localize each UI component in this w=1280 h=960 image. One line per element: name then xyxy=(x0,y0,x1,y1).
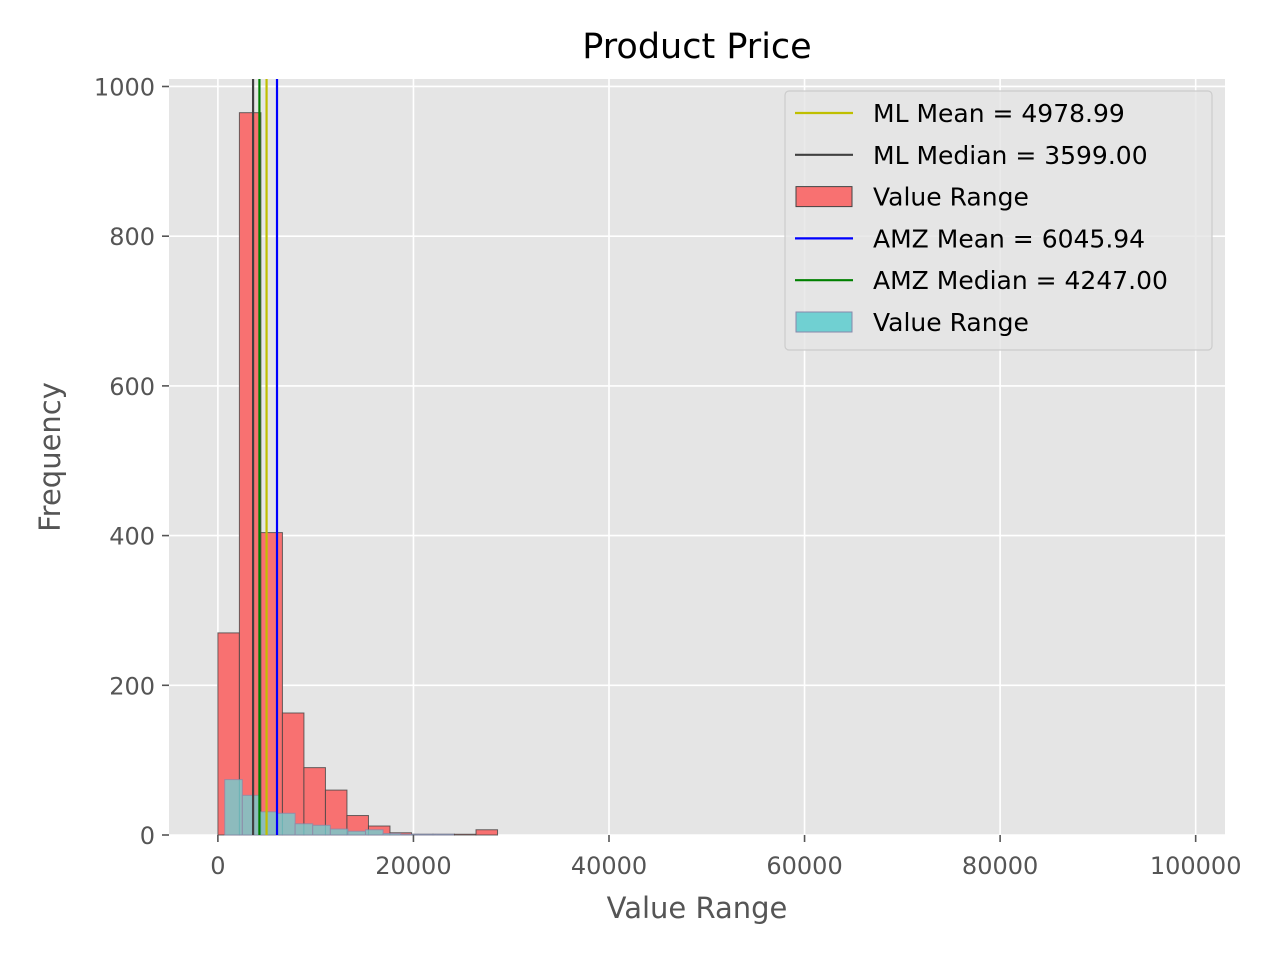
y-tick-label: 200 xyxy=(109,672,155,700)
y-tick-label: 400 xyxy=(109,523,155,551)
histogram-bar xyxy=(312,824,331,836)
legend-label: AMZ Mean = 6045.94 xyxy=(873,224,1145,253)
y-axis-title: Frequency xyxy=(33,382,67,532)
x-tick-label: 0 xyxy=(210,852,225,880)
histogram-bar xyxy=(417,833,437,836)
legend-label: ML Median = 3599.00 xyxy=(873,141,1148,170)
x-tick-label: 20000 xyxy=(375,852,451,880)
stat-lines xyxy=(251,79,279,835)
histogram-bar xyxy=(260,532,283,836)
x-tick-label: 60000 xyxy=(766,852,842,880)
x-axis-title: Value Range xyxy=(607,891,788,925)
histogram-bar xyxy=(475,829,499,836)
legend: ML Mean = 4978.99 ML Median = 3599.00 Valu… xyxy=(784,90,1213,351)
chart-title: Product Price xyxy=(582,27,811,67)
histogram-bar xyxy=(329,828,349,836)
legend-label: Value Range xyxy=(873,308,1029,337)
y-tick-label: 600 xyxy=(109,373,155,401)
legend-patch-swatch xyxy=(795,311,853,333)
histogram-bar xyxy=(365,829,384,836)
y-tick-label: 800 xyxy=(109,223,155,251)
histogram-series xyxy=(224,779,455,836)
x-axis: 0 20000 40000 60000 80000 100000 xyxy=(210,835,1241,880)
histogram-bar xyxy=(347,830,367,836)
x-tick-label: 100000 xyxy=(1150,852,1242,880)
histogram-bar xyxy=(294,823,314,836)
histogram-bar xyxy=(238,112,262,836)
histogram-bar xyxy=(400,833,419,836)
x-tick-label: 40000 xyxy=(571,852,647,880)
histogram-bar xyxy=(454,833,477,836)
y-tick-label: 1000 xyxy=(94,73,155,101)
histogram-bar xyxy=(277,812,296,836)
y-axis: 0 200 400 600 800 1000 xyxy=(94,73,169,850)
legend-label: Value Range xyxy=(873,183,1029,212)
histogram-bar xyxy=(435,833,455,836)
legend-frame xyxy=(784,90,1213,351)
x-tick-label: 80000 xyxy=(962,852,1038,880)
histogram-bar xyxy=(241,794,261,836)
histogram-bar xyxy=(382,833,402,836)
histogram-bar xyxy=(224,779,243,836)
histogram-bar xyxy=(259,811,279,836)
y-tick-label: 0 xyxy=(140,822,155,850)
legend-label: AMZ Median = 4247.00 xyxy=(873,266,1168,295)
legend-label: ML Mean = 4978.99 xyxy=(873,99,1125,128)
legend-patch-swatch xyxy=(795,186,853,208)
